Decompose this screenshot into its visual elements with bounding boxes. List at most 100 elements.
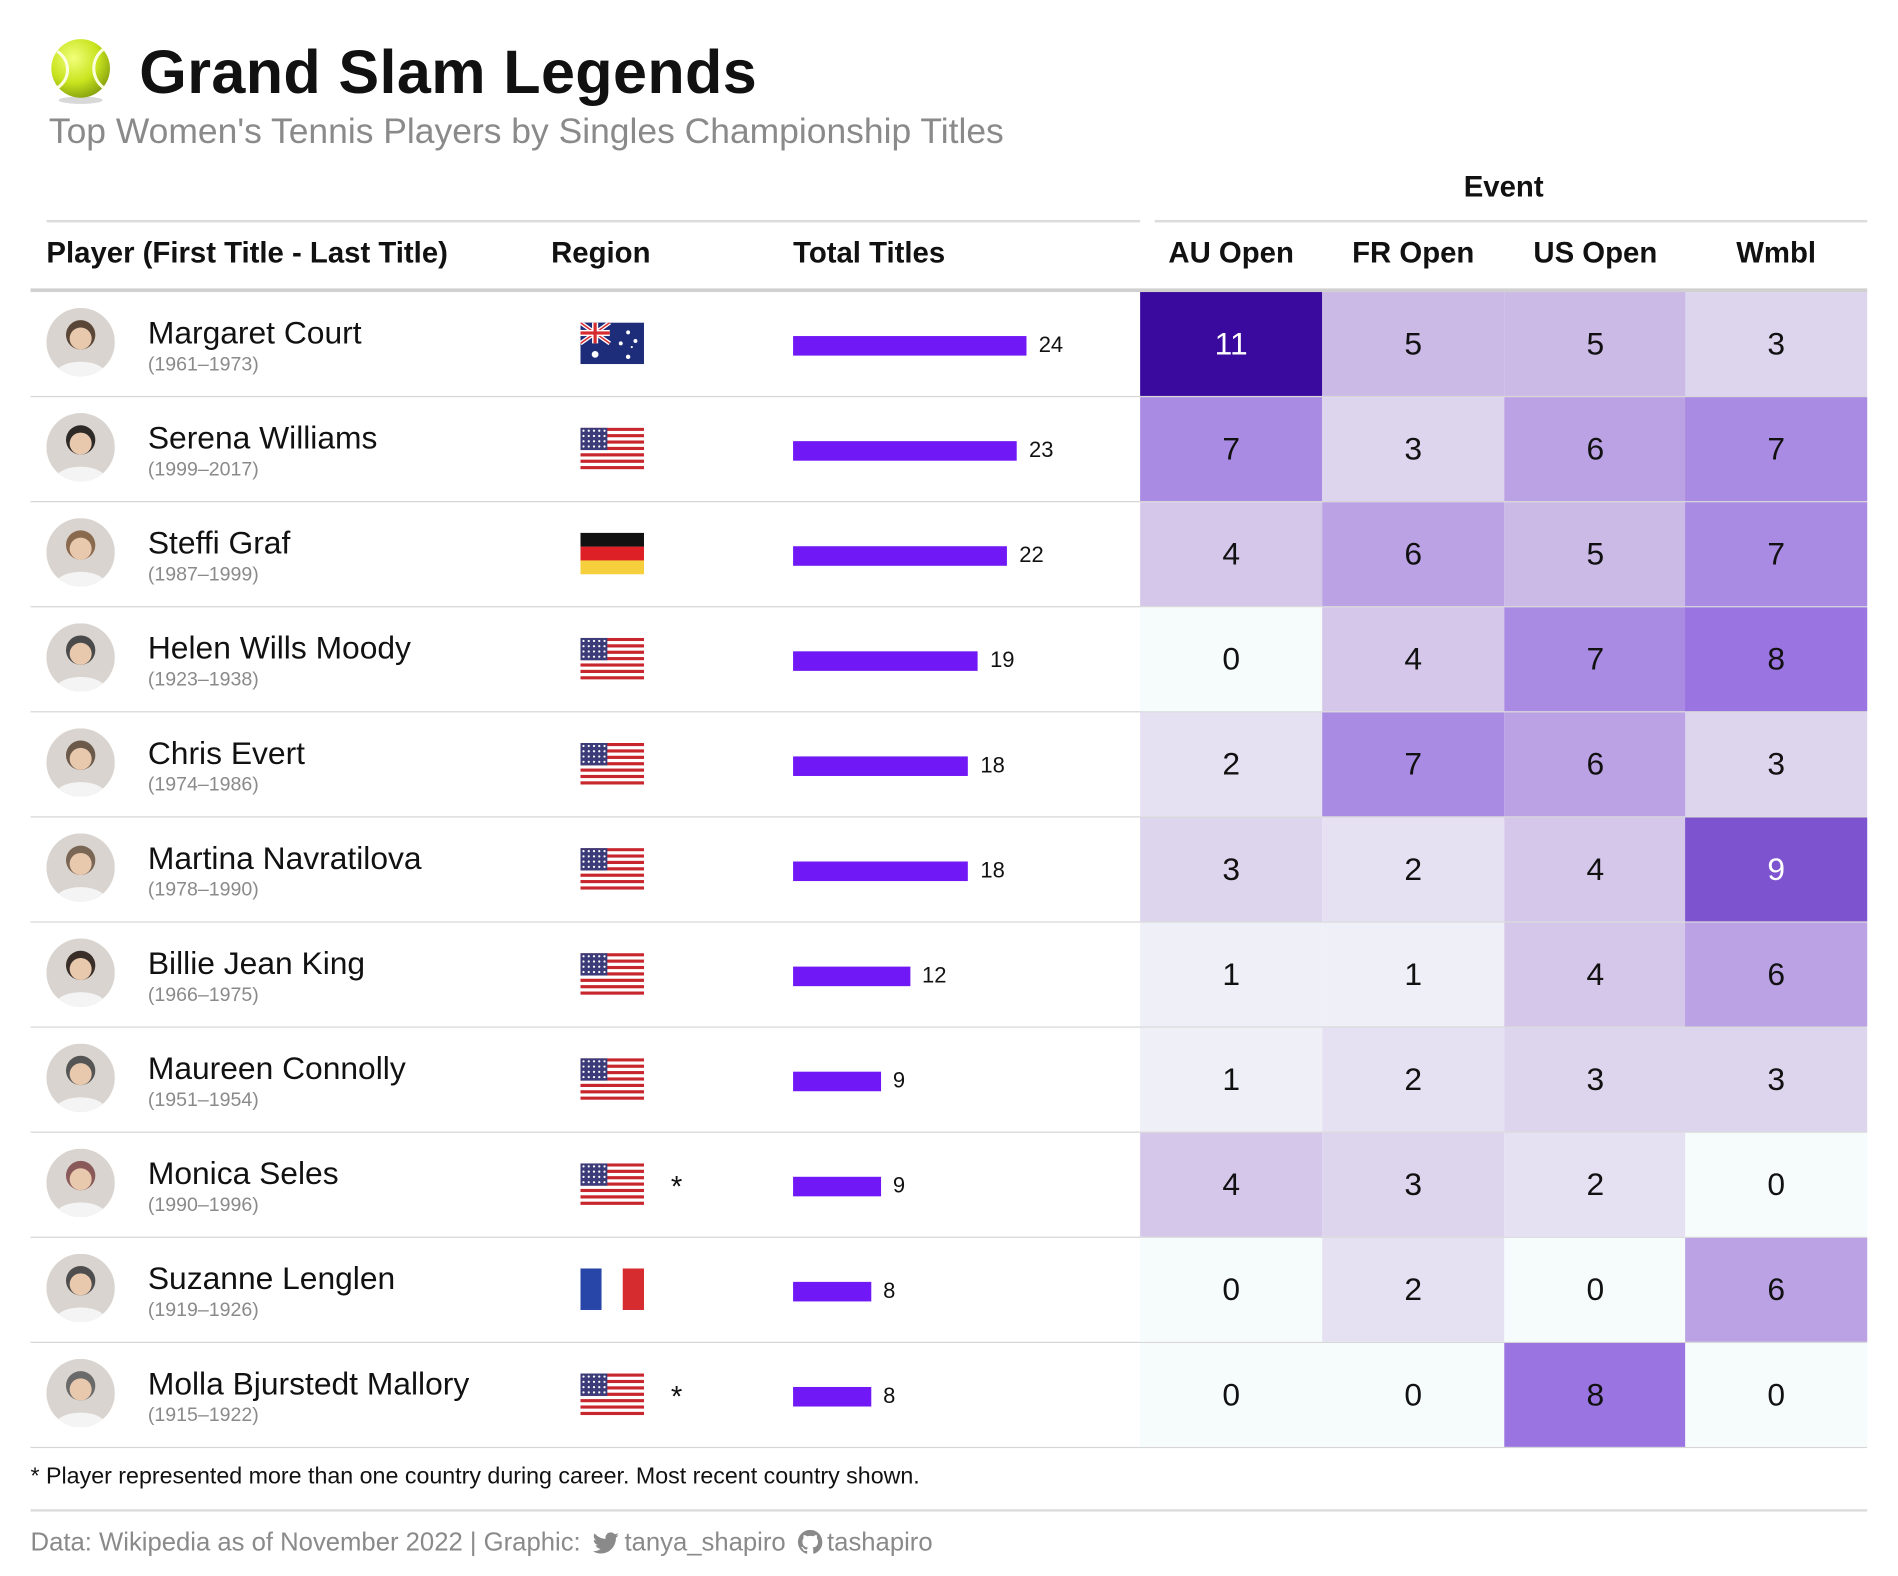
flag-fr-icon	[580, 1268, 644, 1310]
player-name: Molla Bjurstedt Mallory	[147, 1364, 470, 1402]
cell-wimbledon: 0	[1685, 1132, 1868, 1237]
total-titles-label: 23	[1028, 437, 1054, 462]
player-years: (1987–1999)	[147, 564, 259, 586]
cell-au-open: 0	[1140, 1342, 1323, 1447]
flag-de-icon	[580, 532, 644, 575]
col-header-total: Total Titles	[793, 237, 946, 271]
cell-wimbledon: 9	[1685, 817, 1868, 922]
total-titles-label: 19	[990, 647, 1015, 673]
total-titles-label: 22	[1019, 542, 1044, 568]
total-titles-bar	[793, 1281, 871, 1302]
total-titles-label: 12	[921, 962, 947, 988]
table-row: Steffi Graf (1987–1999) 22 4 6 5 7	[30, 502, 1868, 608]
table-row: Molla Bjurstedt Mallory (1915–1922) * 8 0 0 8 0	[30, 1342, 1868, 1449]
total-titles-label: 9	[892, 1173, 906, 1198]
header-rule-event	[1154, 219, 1868, 223]
cell-au-open: 4	[1140, 1132, 1323, 1237]
cell-fr-open: 1	[1322, 922, 1505, 1027]
player-name: Martina Navratilova	[147, 839, 422, 877]
avatar-silhouette	[46, 728, 115, 797]
avatar-silhouette	[46, 1358, 115, 1428]
total-titles-label: 18	[980, 752, 1005, 778]
player-name: Billie Jean King	[147, 944, 366, 982]
player-avatar	[46, 728, 115, 797]
total-titles-bar	[793, 651, 978, 671]
player-avatar	[46, 1148, 115, 1218]
player-avatar	[46, 307, 115, 377]
total-titles-label: 9	[892, 1068, 906, 1093]
flag-us-icon	[580, 1058, 644, 1100]
table-row: Suzanne Lenglen (1919–1926) 8 0 2 0 6	[30, 1237, 1868, 1343]
cell-us-open: 0	[1504, 1237, 1687, 1342]
total-titles-bar	[793, 1386, 871, 1407]
footer-rule	[30, 1509, 1868, 1512]
col-header-player: Player (First Title - Last Title)	[46, 237, 448, 271]
cell-wimbledon: 8	[1685, 607, 1868, 712]
total-titles-bar	[793, 336, 1027, 356]
cell-fr-open: 3	[1322, 1132, 1505, 1237]
player-years: (1923–1938)	[147, 669, 259, 691]
total-titles-label: 8	[883, 1383, 896, 1408]
player-avatar	[46, 1043, 115, 1113]
player-avatar	[46, 413, 115, 482]
event-group-label: Event	[1463, 171, 1544, 205]
player-years: (1951–1954)	[147, 1090, 259, 1111]
player-years: (1974–1986)	[147, 774, 259, 796]
total-titles-bar	[793, 1071, 881, 1092]
cell-au-open: 3	[1140, 817, 1323, 922]
cell-us-open: 2	[1504, 1132, 1687, 1237]
flag-us-icon	[580, 742, 644, 785]
cell-fr-open: 4	[1322, 607, 1505, 712]
page-subtitle: Top Women's Tennis Players by Singles Ch…	[48, 112, 1004, 152]
cell-fr-open: 7	[1322, 712, 1505, 817]
player-name: Serena Williams	[147, 419, 378, 456]
avatar-silhouette	[46, 1253, 115, 1323]
cell-au-open: 0	[1140, 1237, 1323, 1342]
cell-au-open: 1	[1140, 1027, 1323, 1132]
player-name: Margaret Court	[147, 314, 362, 351]
cell-au-open: 11	[1140, 292, 1323, 396]
player-avatar	[46, 1253, 115, 1323]
table-row: Monica Seles (1990–1996) * 9 4 3 2 0	[30, 1132, 1868, 1238]
flag-au-icon	[580, 322, 644, 365]
cell-wimbledon: 3	[1685, 1027, 1868, 1132]
cell-fr-open: 0	[1322, 1342, 1505, 1447]
cell-au-open: 2	[1140, 712, 1323, 817]
cell-us-open: 8	[1504, 1342, 1687, 1447]
avatar-silhouette	[46, 1043, 115, 1113]
flag-us-icon	[580, 427, 644, 470]
cell-wimbledon: 6	[1685, 922, 1868, 1027]
cell-wimbledon: 3	[1685, 712, 1868, 817]
player-years: (1978–1990)	[147, 879, 259, 901]
cell-wimbledon: 6	[1685, 1237, 1868, 1342]
multi-country-asterisk: *	[670, 1380, 683, 1414]
player-avatar	[46, 938, 115, 1007]
cell-au-open: 0	[1140, 607, 1323, 712]
cell-wimbledon: 0	[1685, 1342, 1868, 1447]
page-title: Grand Slam Legends	[139, 37, 758, 107]
table-row: Chris Evert (1974–1986) 18 2 7 6 3	[30, 712, 1868, 818]
avatar-silhouette	[46, 833, 115, 902]
total-titles-bar	[793, 756, 969, 776]
player-name: Monica Seles	[147, 1154, 339, 1192]
player-years: (1961–1973)	[147, 354, 259, 376]
player-years: (1999–2017)	[147, 459, 259, 481]
col-header-wimbledon: Wmbl	[1736, 237, 1817, 271]
player-avatar	[46, 518, 115, 587]
footnote: * Player represented more than one count…	[30, 1463, 920, 1490]
cell-fr-open: 5	[1322, 292, 1505, 396]
cell-us-open: 5	[1504, 502, 1687, 607]
cell-us-open: 4	[1504, 817, 1687, 922]
player-years: (1919–1926)	[147, 1300, 259, 1321]
avatar-silhouette	[46, 413, 115, 482]
table-row: Billie Jean King (1966–1975) 12 1 1 4 6	[30, 922, 1868, 1028]
cell-us-open: 5	[1504, 292, 1687, 396]
total-titles-bar	[793, 546, 1008, 566]
avatar-silhouette	[46, 1148, 115, 1218]
table-row: Maureen Connolly (1951–1954) 9 1 2 3 3	[30, 1027, 1868, 1133]
flag-us-icon	[580, 1163, 644, 1205]
cell-us-open: 3	[1504, 1027, 1687, 1132]
cell-fr-open: 3	[1322, 397, 1505, 502]
flag-us-icon	[580, 637, 644, 680]
